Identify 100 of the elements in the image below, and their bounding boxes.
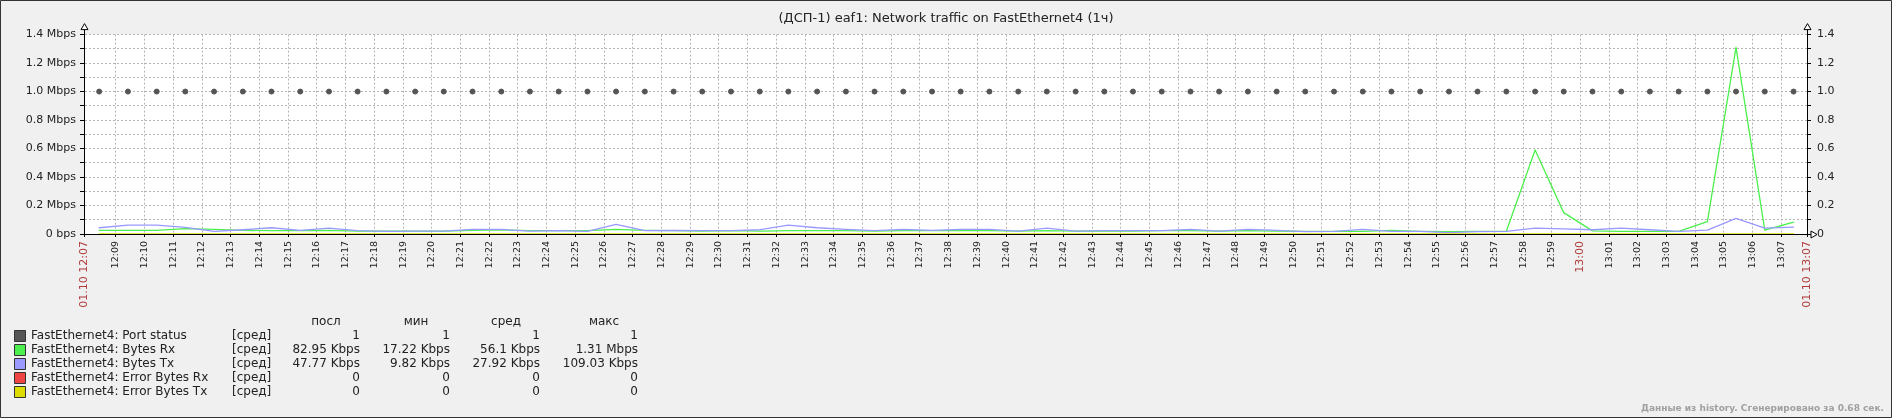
y-tick-label: 1.4 Mbps — [25, 27, 77, 41]
x-tick-label: 12:54 — [1401, 241, 1413, 269]
y2-tick-label: 1.2 — [1817, 55, 1835, 69]
y-tick-label: 0.8 Mbps — [25, 112, 77, 126]
text: 1 — [532, 328, 540, 343]
legend-label: FastEthernet4: Bytes Rx — [31, 342, 176, 357]
text: 109.03 Kbps — [562, 356, 638, 371]
legend-label: FastEthernet4: Error Bytes Tx — [31, 384, 208, 399]
text: 47.77 Kbps — [292, 356, 360, 371]
x-tick-label: 13:01 — [1602, 241, 1614, 269]
legend-label: FastEthernet4: Port status — [31, 328, 187, 343]
x-tick-label: 12:16 — [310, 241, 322, 269]
text: [сред] — [232, 328, 272, 343]
text: 0 — [532, 370, 540, 385]
x-tick-label: 12:29 — [683, 241, 695, 269]
x-tick-label: 12:39 — [970, 241, 982, 269]
chart-title: (ДСП-1) eaf1: Network traffic on FastEthernet4 (1ч) — [778, 10, 1114, 26]
x-tick-label: 12:51 — [1315, 241, 1327, 269]
y2-tick-label: 0 — [1817, 226, 1824, 240]
text: 1 — [442, 328, 450, 343]
text: 0 — [352, 384, 360, 399]
text: мин — [403, 314, 429, 329]
x-tick-label: 13:02 — [1631, 241, 1643, 269]
x-tick-label: 12:37 — [913, 241, 925, 269]
text: 9.82 Kbps — [390, 356, 450, 371]
y-tick-label: 0.6 Mbps — [25, 141, 77, 155]
x-tick-label: 12:47 — [1200, 241, 1212, 269]
y2-tick-label: 0.6 — [1817, 141, 1835, 155]
text: 27.92 Kbps — [472, 356, 540, 371]
x-tick-label: 12:13 — [224, 241, 236, 269]
x-tick-label: 12:26 — [597, 241, 609, 269]
x-tick-label: 12:41 — [1028, 241, 1040, 269]
text: 82.95 Kbps — [292, 342, 360, 357]
x-tick-label: 12:57 — [1487, 241, 1499, 269]
text: 1 — [630, 328, 638, 343]
x-tick-label: 12:28 — [655, 241, 667, 269]
text: Данные из history. Сгенерировано за 0.68 сек. — [1640, 403, 1884, 414]
x-tick-label: 12:14 — [252, 241, 264, 269]
x-tick-label: 12:48 — [1229, 241, 1241, 269]
legend-label: FastEthernet4: Bytes Tx — [31, 356, 175, 371]
x-tick-label: 13:05 — [1717, 241, 1729, 269]
x-tick-label: 12:20 — [425, 241, 437, 269]
x-tick-label: 12:42 — [1056, 241, 1068, 269]
text: 0 — [442, 384, 450, 399]
text: 0 — [442, 370, 450, 385]
text: 1.31 Mbps — [575, 342, 638, 357]
x-tick-label: 13:03 — [1660, 241, 1672, 269]
x-tick-label: 12:59 — [1545, 241, 1557, 269]
text: 0 — [630, 370, 638, 385]
text: 17.22 Kbps — [382, 342, 450, 357]
x-tick-label: 12:10 — [138, 241, 150, 269]
x-tick-label: 12:45 — [1143, 241, 1155, 269]
x-tick-label: 12:53 — [1372, 241, 1384, 269]
y-tick-label: 0.2 Mbps — [25, 198, 77, 212]
x-tick-label: 12:09 — [109, 241, 121, 269]
text: [сред] — [232, 370, 272, 385]
legend-label: FastEthernet4: Error Bytes Rx — [31, 370, 209, 385]
x-tick-label: 12:15 — [281, 241, 293, 269]
y-tick-label: 0.4 Mbps — [25, 169, 77, 183]
x-tick-label: 12:56 — [1458, 241, 1470, 269]
x-tick-label: 12:25 — [568, 241, 580, 269]
y-tick-label: 1.0 Mbps — [25, 84, 77, 98]
x-tick-label: 12:34 — [827, 241, 839, 269]
x-tick-label: 12:58 — [1516, 241, 1528, 269]
x-tick-label: 12:30 — [712, 241, 724, 269]
x-tick-label: 12:24 — [540, 241, 552, 269]
x-tick-label: 12:55 — [1430, 241, 1442, 269]
x-tick-label: 12:23 — [511, 241, 523, 269]
x-tick-label: 01.10 13:07 — [1799, 241, 1813, 308]
y-tick-label: 1.2 Mbps — [25, 55, 77, 69]
x-tick-label: 12:38 — [942, 241, 954, 269]
x-tick-label: 01.10 12:07 — [76, 241, 90, 308]
text: 1 — [352, 328, 360, 343]
x-tick-label: 12:35 — [855, 241, 867, 269]
x-tick-label: 12:50 — [1286, 241, 1298, 269]
x-tick-label: 12:40 — [999, 241, 1011, 269]
y2-tick-label: 1.4 — [1817, 27, 1835, 41]
text: [сред] — [232, 384, 272, 399]
x-tick-label: 13:04 — [1688, 241, 1700, 269]
x-tick-label: 12:32 — [769, 241, 781, 269]
y-tick-label: 0 bps — [45, 226, 77, 240]
x-tick-label: 12:49 — [1258, 241, 1270, 269]
x-tick-label: 12:52 — [1344, 241, 1356, 269]
text: сред — [491, 314, 521, 329]
text: 0 — [630, 384, 638, 399]
text: 0 — [532, 384, 540, 399]
x-tick-label: 12:18 — [367, 241, 379, 269]
x-tick-label: 13:00 — [1573, 241, 1587, 273]
x-tick-label: 12:46 — [1171, 241, 1183, 269]
y2-tick-label: 0.2 — [1817, 198, 1835, 212]
text: 0 — [352, 370, 360, 385]
x-tick-label: 12:19 — [396, 241, 408, 269]
x-tick-label: 12:17 — [339, 241, 351, 269]
y2-tick-label: 0.4 — [1817, 169, 1835, 183]
x-tick-label: 12:12 — [195, 241, 207, 269]
x-tick-label: 12:22 — [482, 241, 494, 269]
x-tick-label: 12:11 — [166, 241, 178, 269]
text: 56.1 Kbps — [480, 342, 540, 357]
text: посл — [311, 314, 341, 329]
text: макс — [588, 314, 620, 329]
